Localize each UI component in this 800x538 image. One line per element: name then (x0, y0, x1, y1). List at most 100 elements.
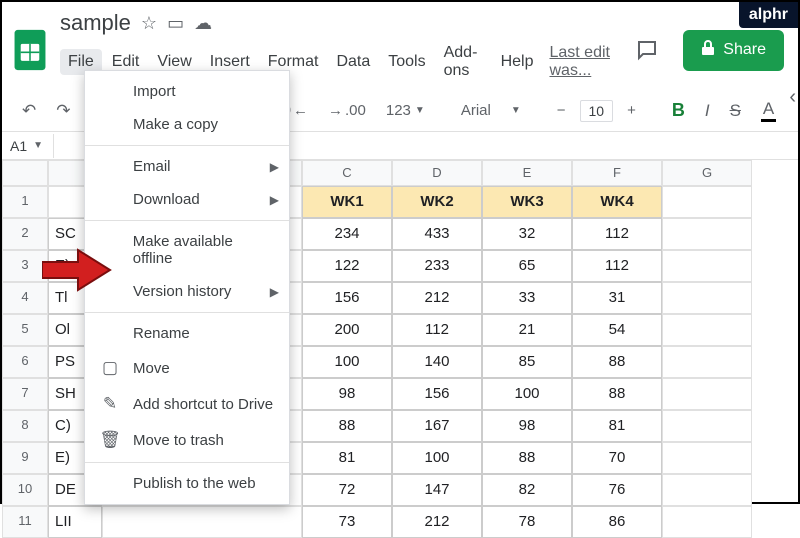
cell[interactable] (662, 410, 752, 442)
cell[interactable]: 112 (572, 250, 662, 282)
cell[interactable] (102, 506, 302, 538)
cell[interactable]: 167 (392, 410, 482, 442)
cell[interactable]: 21 (482, 314, 572, 346)
cell[interactable]: 98 (482, 410, 572, 442)
menu-available-offline[interactable]: Make available offline (85, 225, 289, 275)
menu-add-shortcut[interactable]: ✎Add shortcut to Drive (85, 386, 289, 422)
row-header[interactable]: 2 (2, 218, 48, 250)
cell[interactable]: 73 (302, 506, 392, 538)
star-icon[interactable]: ☆ (141, 13, 157, 34)
cell[interactable] (662, 442, 752, 474)
menu-move[interactable]: ▢Move (85, 350, 289, 386)
cell[interactable]: 156 (392, 378, 482, 410)
cell[interactable] (662, 218, 752, 250)
side-panel-toggle-icon[interactable]: ‹ (789, 86, 796, 109)
cell[interactable] (662, 346, 752, 378)
menu-tools[interactable]: Tools (380, 49, 433, 75)
cell[interactable]: 433 (392, 218, 482, 250)
name-box[interactable]: A1▼ (2, 134, 54, 158)
cell[interactable]: 32 (482, 218, 572, 250)
table-header[interactable]: WK1 (302, 186, 392, 218)
table-header[interactable]: WK4 (572, 186, 662, 218)
cell[interactable]: 122 (302, 250, 392, 282)
cell[interactable] (662, 506, 752, 538)
menu-data[interactable]: Data (328, 49, 378, 75)
font-size-increase[interactable]: + (621, 98, 642, 123)
strikethrough-button[interactable]: S (724, 97, 747, 125)
menu-import[interactable]: Import (85, 75, 289, 108)
cell[interactable]: 212 (392, 282, 482, 314)
cell[interactable]: 88 (302, 410, 392, 442)
font-size-input[interactable]: 10 (580, 100, 614, 122)
cell[interactable]: 147 (392, 474, 482, 506)
cell[interactable]: 212 (392, 506, 482, 538)
bold-button[interactable]: B (666, 96, 691, 125)
cell[interactable]: 81 (572, 410, 662, 442)
row-header[interactable]: 11 (2, 506, 48, 538)
menu-rename[interactable]: Rename (85, 317, 289, 350)
cell[interactable]: 200 (302, 314, 392, 346)
cell[interactable]: 98 (302, 378, 392, 410)
move-folder-icon[interactable]: ▭ (167, 13, 184, 34)
italic-button[interactable]: I (699, 97, 716, 125)
row-header[interactable]: 5 (2, 314, 48, 346)
table-header[interactable]: WK2 (392, 186, 482, 218)
cell[interactable] (662, 186, 752, 218)
row-header[interactable]: 9 (2, 442, 48, 474)
cell[interactable] (662, 474, 752, 506)
cell[interactable]: LII (48, 506, 102, 538)
col-header[interactable]: C (302, 160, 392, 186)
cell[interactable]: 72 (302, 474, 392, 506)
undo-icon[interactable]: ↶ (16, 97, 42, 125)
increase-decimal-button[interactable]: →.00 (322, 98, 372, 123)
cell[interactable]: 88 (572, 346, 662, 378)
cell[interactable]: 70 (572, 442, 662, 474)
cell[interactable]: 112 (392, 314, 482, 346)
cell[interactable]: 81 (302, 442, 392, 474)
menu-move-trash[interactable]: 🗑Move to trash (85, 422, 289, 458)
cell[interactable]: 100 (482, 378, 572, 410)
cell[interactable]: 76 (572, 474, 662, 506)
cell[interactable]: 82 (482, 474, 572, 506)
redo-icon[interactable]: ↷ (50, 97, 76, 125)
menu-help[interactable]: Help (493, 49, 542, 75)
menu-publish-web[interactable]: Publish to the web (85, 467, 289, 500)
cell[interactable]: 100 (392, 442, 482, 474)
select-all-corner[interactable] (2, 160, 48, 186)
menu-addons[interactable]: Add-ons (436, 40, 491, 84)
text-color-button[interactable]: A (755, 95, 782, 126)
share-button[interactable]: Share (683, 30, 784, 71)
document-title[interactable]: sample (60, 10, 131, 36)
cell[interactable] (662, 282, 752, 314)
cell[interactable] (662, 378, 752, 410)
row-header[interactable]: 6 (2, 346, 48, 378)
cell[interactable]: 88 (482, 442, 572, 474)
cell[interactable]: 234 (302, 218, 392, 250)
col-header[interactable]: D (392, 160, 482, 186)
col-header[interactable]: G (662, 160, 752, 186)
row-header[interactable]: 10 (2, 474, 48, 506)
cell[interactable]: 233 (392, 250, 482, 282)
last-edit-link[interactable]: Last edit was... (549, 44, 619, 80)
menu-download[interactable]: Download▶ (85, 183, 289, 216)
cell[interactable]: 140 (392, 346, 482, 378)
menu-make-copy[interactable]: Make a copy (85, 108, 289, 141)
col-header[interactable]: F (572, 160, 662, 186)
col-header[interactable]: E (482, 160, 572, 186)
cell[interactable]: 86 (572, 506, 662, 538)
cell[interactable]: 100 (302, 346, 392, 378)
cell[interactable]: 33 (482, 282, 572, 314)
cell[interactable]: 112 (572, 218, 662, 250)
cell[interactable]: 31 (572, 282, 662, 314)
cell[interactable]: 156 (302, 282, 392, 314)
menu-email[interactable]: Email▶ (85, 150, 289, 183)
cell[interactable] (662, 314, 752, 346)
cell[interactable]: 54 (572, 314, 662, 346)
cell[interactable]: 65 (482, 250, 572, 282)
sheets-logo-icon[interactable] (12, 27, 48, 73)
row-header[interactable]: 8 (2, 410, 48, 442)
table-header[interactable]: WK3 (482, 186, 572, 218)
comments-icon[interactable] (627, 30, 667, 70)
row-header[interactable]: 1 (2, 186, 48, 218)
cell[interactable] (662, 250, 752, 282)
